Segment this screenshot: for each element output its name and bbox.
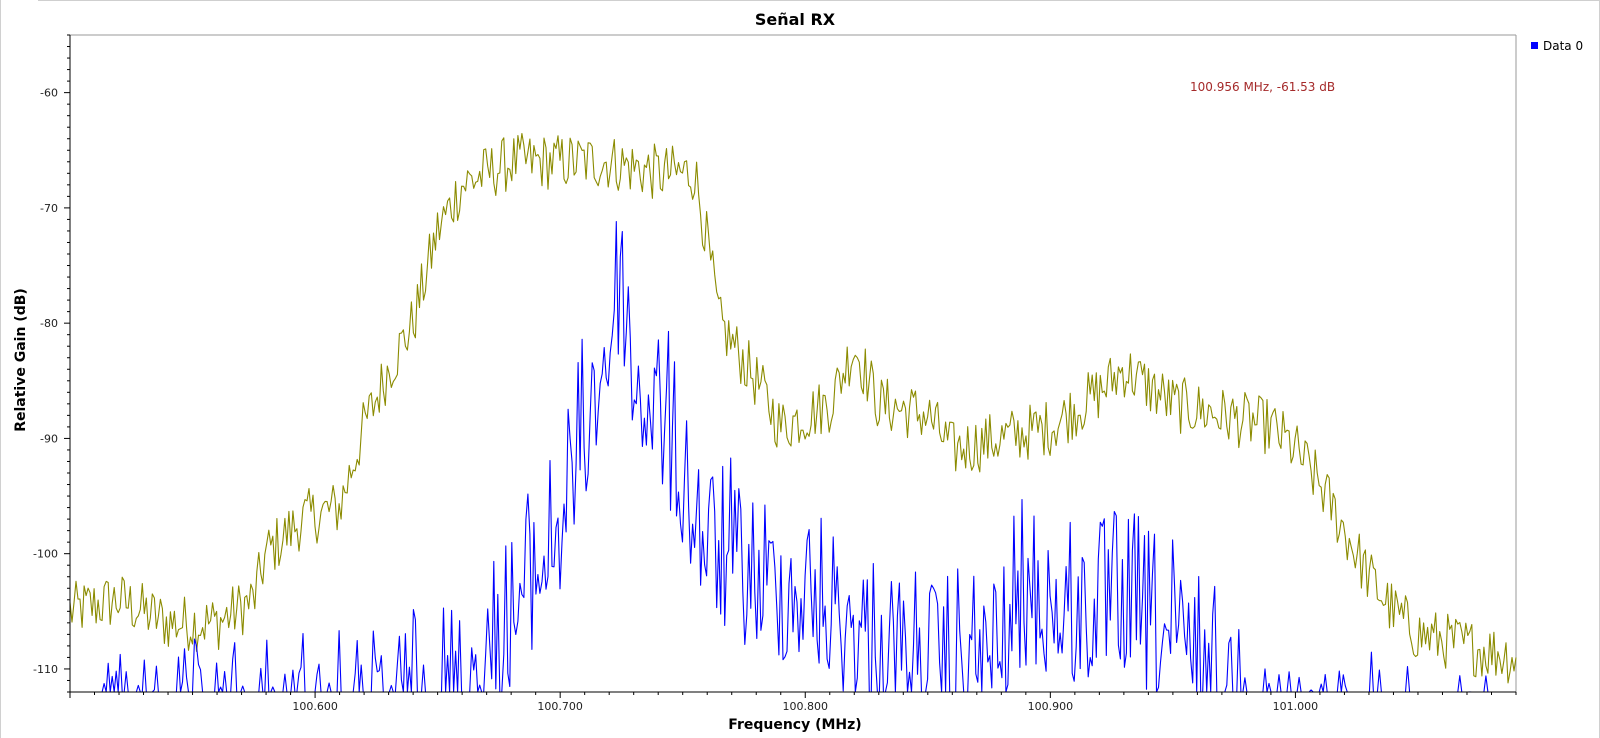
window-left-border <box>0 0 1 738</box>
y-tick-label: -90 <box>40 432 58 445</box>
series-layer <box>69 132 1517 693</box>
marker-readout: 100.956 MHz, -61.53 dB <box>1190 80 1335 94</box>
y-axis-title: Relative Gain (dB) <box>13 288 29 432</box>
y-tick-label: -80 <box>40 317 58 330</box>
y-tick-label: -110 <box>33 663 58 676</box>
axis-layer: -60 -70 -80 -90 -100 -110 100.600 100.700 100.80… <box>33 34 1517 713</box>
y-tick-label: -70 <box>40 202 58 215</box>
legend[interactable]: Data 0 <box>1531 39 1583 53</box>
legend-label-data-0: Data 0 <box>1543 39 1583 53</box>
chart-title: Señal RX <box>755 10 836 29</box>
x-tick-label: 100.800 <box>783 700 829 713</box>
plot-area[interactable] <box>70 34 1517 692</box>
window-top-border <box>38 0 1600 1</box>
y-tick-label: -60 <box>40 87 58 100</box>
legend-swatch-data-0 <box>1531 42 1538 49</box>
x-tick-label: 100.600 <box>292 700 338 713</box>
y-tick-label: -100 <box>33 548 58 561</box>
series-line-olive <box>69 132 1517 684</box>
series-line-data-0 <box>70 221 1516 693</box>
x-axis-title: Frequency (MHz) <box>728 717 861 733</box>
x-tick-label: 100.700 <box>537 700 583 713</box>
x-tick-label: 101.000 <box>1273 700 1319 713</box>
x-tick-label: 100.900 <box>1028 700 1074 713</box>
